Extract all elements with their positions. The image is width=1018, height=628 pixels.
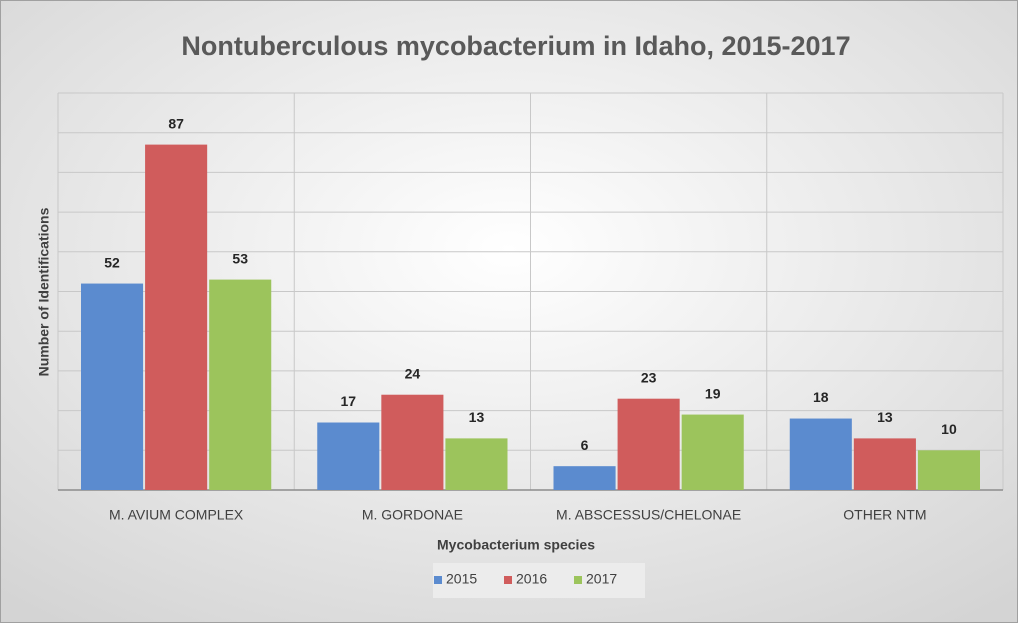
x-tick-label: OTHER NTM [843,507,926,523]
data-label: 53 [232,250,248,266]
data-label: 6 [581,437,589,453]
bar [445,438,508,490]
bar [789,418,852,490]
data-label: 87 [168,115,184,131]
legend-box [433,563,645,598]
legend-label: 2016 [516,571,547,587]
x-tick-label: M. ABSCESSUS/CHELONAE [556,507,741,523]
data-label: 19 [705,385,721,401]
data-label: 24 [405,365,421,381]
data-label: 52 [104,254,120,270]
data-label: 23 [641,369,657,385]
legend-label: 2015 [446,571,477,587]
legend-swatch [504,576,512,584]
data-label: 10 [941,421,957,437]
data-label: 17 [341,393,357,409]
bar [81,283,144,490]
legend-label: 2017 [586,571,617,587]
bar [381,394,444,490]
bar [681,414,744,490]
chart-title: Nontuberculous mycobacterium in Idaho, 2… [181,31,850,61]
data-label: 13 [877,409,893,425]
x-tick-label: M. GORDONAE [362,507,463,523]
data-label: 18 [813,389,829,405]
bar [209,279,272,490]
y-axis-label: Number of Identifications [36,207,52,376]
x-tick-label: M. AVIUM COMPLEX [109,507,244,523]
x-axis-label: Mycobacterium species [437,537,595,553]
data-label: 13 [469,409,485,425]
bar [617,398,680,490]
bar [317,422,380,490]
legend-swatch [574,576,582,584]
bar [917,450,980,490]
bar [553,466,616,490]
bar [853,438,916,490]
bar [145,144,208,491]
legend-swatch [434,576,442,584]
